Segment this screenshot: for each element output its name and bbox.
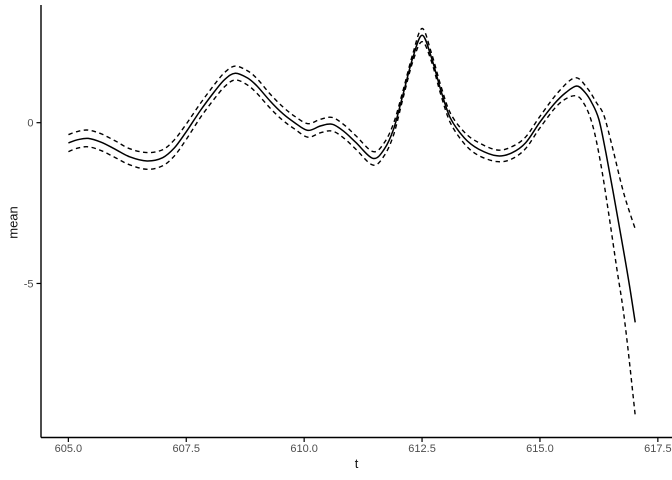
- series-upper_bound-line: [68, 27, 636, 230]
- y-axis-title: mean: [5, 206, 21, 239]
- x-tick-label: 607.5: [172, 443, 200, 455]
- x-tick-label: 610.0: [290, 443, 318, 455]
- x-axis-title: t: [354, 456, 359, 471]
- y-tick-label: 0: [27, 118, 33, 130]
- y-tick-label: -5: [24, 278, 34, 290]
- x-tick-label: 612.5: [408, 443, 436, 455]
- x-tick-label: 615.0: [526, 443, 554, 455]
- series-mean-line: [68, 34, 636, 323]
- x-tick-label: 605.0: [55, 443, 83, 455]
- x-tick-label: 617.5: [644, 443, 672, 455]
- series-lower_bound-line: [68, 41, 636, 416]
